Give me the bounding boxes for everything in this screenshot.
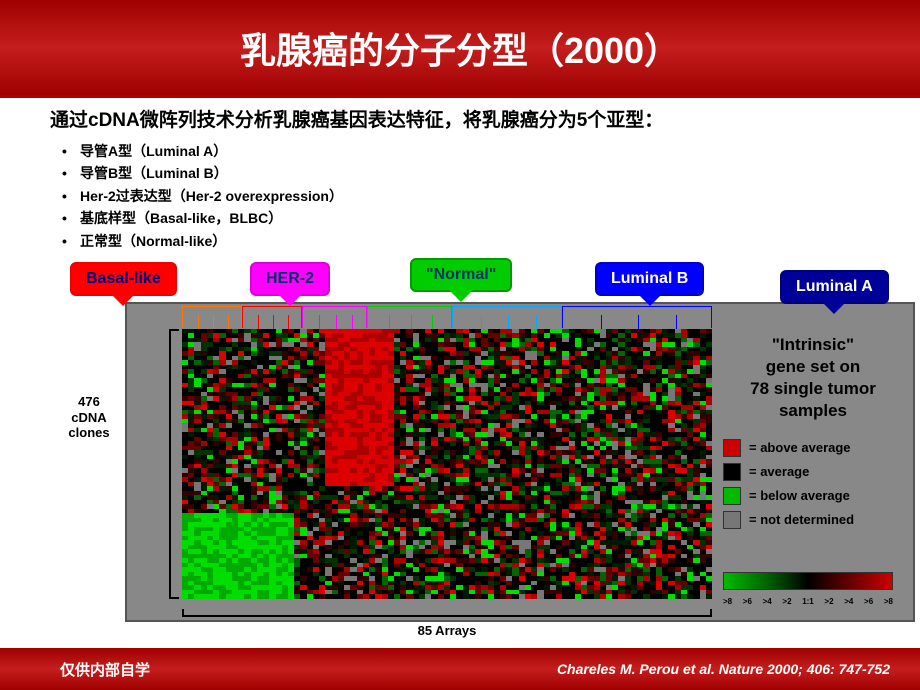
slide-title: 乳腺癌的分子分型（2000）	[240, 22, 680, 74]
color-scale-ticks: >8>6>4>21:1>2>4>6>8	[723, 597, 893, 606]
legend-label: = below average	[749, 488, 850, 503]
legend-swatch	[723, 487, 741, 505]
list-item: 导管A型（Luminal A）	[80, 140, 870, 162]
y-bracket	[169, 329, 179, 599]
callout-luminalb: Luminal B	[595, 262, 704, 296]
legend-label: = average	[749, 464, 809, 479]
chart-area: Basal-likeHER-2"Normal"Luminal BLuminal …	[50, 262, 920, 622]
legend-label: = above average	[749, 440, 851, 455]
x-bracket	[182, 609, 712, 617]
legend-row: = below average	[723, 487, 893, 505]
heatmap-pixels	[182, 329, 712, 599]
heatmap-panel: 476 cDNA clones 85 Arrays "Intrinsic" ge…	[125, 302, 915, 622]
legend-swatch	[723, 439, 741, 457]
legend-swatch	[723, 511, 741, 529]
bullet-list: 导管A型（Luminal A） 导管B型（Luminal B） Her-2过表达…	[50, 140, 870, 252]
list-item: 基底样型（Basal-like，BLBC）	[80, 207, 870, 229]
y-axis-label: 476 cDNA clones	[59, 394, 119, 441]
legend: = above average = average = below average =…	[723, 439, 893, 535]
ylabel-2: clones	[68, 425, 109, 440]
legend-row: = not determined	[723, 511, 893, 529]
heatmap	[182, 329, 712, 599]
content-area: 通过cDNA微阵列技术分析乳腺癌基因表达特征，将乳腺癌分为5个亚型： 导管A型（…	[0, 95, 920, 622]
callout-basallike: Basal-like	[70, 262, 177, 296]
legend-row: = average	[723, 463, 893, 481]
ylabel-1: 476 cDNA	[71, 394, 106, 425]
color-scale-bar	[723, 572, 893, 590]
callout-her2: HER-2	[250, 262, 330, 296]
legend-row: = above average	[723, 439, 893, 457]
callout-luminala: Luminal A	[780, 270, 889, 304]
callout-normal: "Normal"	[410, 258, 512, 292]
list-item: Her-2过表达型（Her-2 overexpression）	[80, 185, 870, 207]
list-item: 正常型（Normal-like）	[80, 230, 870, 252]
legend-label: = not determined	[749, 512, 854, 527]
x-axis-label: 85 Arrays	[182, 623, 712, 638]
header-band: 乳腺癌的分子分型（2000）	[0, 0, 920, 95]
divider-line	[0, 95, 920, 98]
legend-swatch	[723, 463, 741, 481]
chart-side-title: "Intrinsic" gene set on 78 single tumor …	[733, 334, 893, 422]
callout-row: Basal-likeHER-2"Normal"Luminal BLuminal …	[50, 262, 920, 322]
footer-citation: Chareles M. Perou et al. Nature 2000; 40…	[557, 661, 890, 677]
footer-band: 仅供内部自学 Chareles M. Perou et al. Nature 2…	[0, 645, 920, 690]
list-item: 导管B型（Luminal B）	[80, 162, 870, 184]
footer-left-text: 仅供内部自学	[60, 659, 150, 680]
intro-text: 通过cDNA微阵列技术分析乳腺癌基因表达特征，将乳腺癌分为5个亚型：	[50, 105, 870, 132]
